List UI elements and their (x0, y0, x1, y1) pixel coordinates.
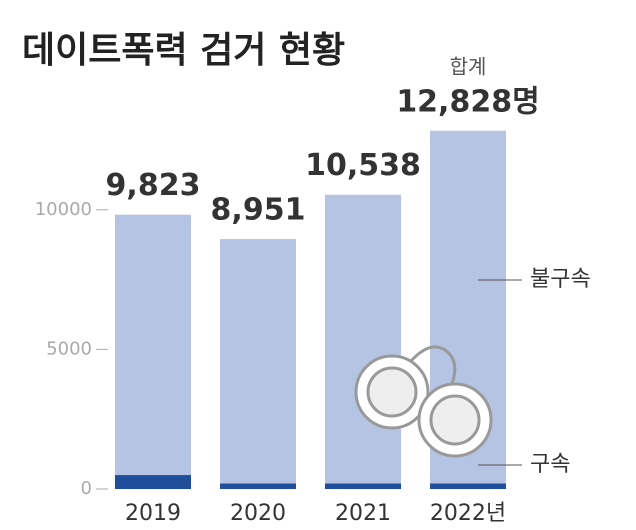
bar-segment (325, 194, 401, 484)
legend-label: 구속 (530, 452, 570, 477)
total-caption: 합계 (450, 55, 487, 79)
total-label: 10,538 (305, 148, 421, 183)
chart-title: 데이트폭력 검거 현황 (22, 30, 345, 71)
bar-segment (115, 214, 191, 476)
y-tick-label: 10000 (35, 199, 92, 220)
x-tick-label: 2021 (335, 501, 391, 526)
bar-segment (220, 239, 296, 484)
x-tick-label: 2020 (230, 501, 286, 526)
bar-segment (325, 483, 401, 489)
handcuffs-icon (354, 345, 493, 458)
total-label: 9,823 (106, 168, 201, 203)
x-tick-label: 2019 (125, 501, 181, 526)
legend-label: 불구속 (530, 267, 591, 292)
total-label: 8,951 (211, 193, 306, 228)
total-label: 12,828명 (396, 84, 539, 119)
bar-segment (220, 483, 296, 489)
y-tick-label: 0 (81, 478, 92, 499)
bar-segment (115, 475, 191, 489)
x-tick-label: 2022년 (430, 501, 506, 526)
bar-segment (430, 483, 506, 489)
y-tick-label: 5000 (46, 338, 92, 359)
